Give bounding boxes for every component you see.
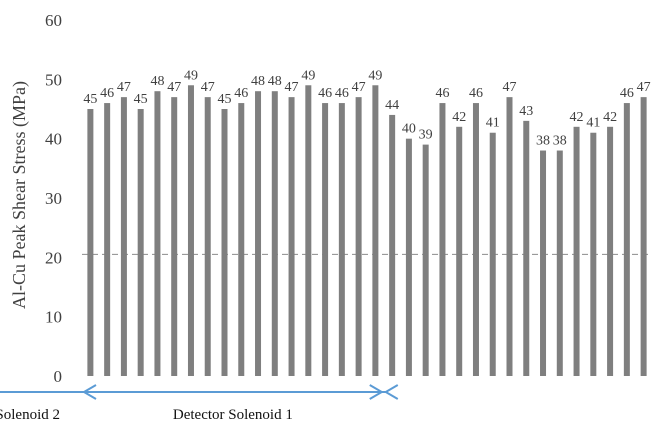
bar-value-label: 45 [83,92,97,107]
bar [137,109,144,376]
bar-value-label: 40 [402,122,416,137]
bar [623,103,630,377]
y-tick-label: 30 [45,189,62,208]
bar-value-label: 48 [150,74,164,89]
bar [87,109,94,376]
bar-value-label: 49 [368,68,382,83]
bar [171,97,178,376]
bar [573,126,580,376]
y-tick-label: 50 [45,70,62,89]
bar [355,97,362,376]
bar [120,97,127,376]
bar-value-label: 47 [117,80,131,95]
bar-value-label: 47 [201,80,215,95]
bar-value-label: 42 [603,110,617,125]
left-arrowhead [383,384,399,400]
bar-value-label: 46 [335,86,349,101]
bar [271,91,278,376]
bar [607,126,614,376]
bar-value-label: 47 [503,80,517,95]
bar [405,138,412,376]
y-tick-label: 60 [45,11,62,30]
bar-value-label: 44 [385,98,399,113]
bar-value-label: 49 [301,68,315,83]
bar-value-label: 46 [234,86,248,101]
bar-value-label: 45 [134,92,148,107]
bar [255,91,262,376]
bars [87,85,647,377]
bar [187,85,194,377]
bar [422,144,429,376]
bar [556,150,563,376]
bar [590,132,597,376]
bar [221,109,228,376]
y-tick-label: 0 [54,367,63,386]
bar [640,97,647,376]
bar [506,97,513,376]
bar-value-label: 47 [637,80,651,95]
bar [472,103,479,377]
bar-value-label: 48 [251,74,265,89]
bar [305,85,312,377]
bar [288,97,295,376]
y-axis-ticks: 0 10 20 30 40 50 60 [45,11,62,386]
bar-value-label: 47 [167,80,181,95]
bar-value-label: 46 [435,86,449,101]
bar-value-label: 39 [419,128,433,143]
bar [238,103,245,377]
bar-value-label: 41 [586,116,600,131]
bar-value-label: 38 [553,134,567,149]
y-tick-label: 20 [45,248,62,267]
bar [104,103,111,377]
bar [489,132,496,376]
bar [322,103,329,377]
bar-value-label: 48 [268,74,282,89]
bar [389,114,396,376]
bar-value-label: 47 [285,80,299,95]
group-annotations: Detector Solenoid 1 Detector Solenoid 2 [0,384,399,423]
bar [204,97,211,376]
bar [456,126,463,376]
bar [523,120,530,376]
bar-value-label: 41 [486,116,500,131]
bar [372,85,379,377]
group-label: Detector Solenoid 2 [0,407,60,423]
bar-value-label: 46 [318,86,332,101]
y-tick-label: 40 [45,130,62,149]
bar-value-label: 42 [570,110,584,125]
bar-value-label: 46 [100,86,114,101]
bar-value-label: 45 [218,92,232,107]
bar [154,91,161,376]
group-label: Detector Solenoid 1 [173,407,293,423]
bar [338,103,345,377]
y-tick-label: 10 [45,308,62,327]
bar [540,150,547,376]
bar-value-label: 42 [452,110,466,125]
bar-value-label: 43 [519,104,533,119]
bar [439,103,446,377]
bar-value-label: 49 [184,68,198,83]
bar-value-label: 38 [536,134,550,149]
y-axis-title: Al-Cu Peak Shear Stress (MPa) [9,81,30,309]
bar-value-label: 46 [469,86,483,101]
bar-value-label: 47 [352,80,366,95]
bar-value-label: 46 [620,86,634,101]
